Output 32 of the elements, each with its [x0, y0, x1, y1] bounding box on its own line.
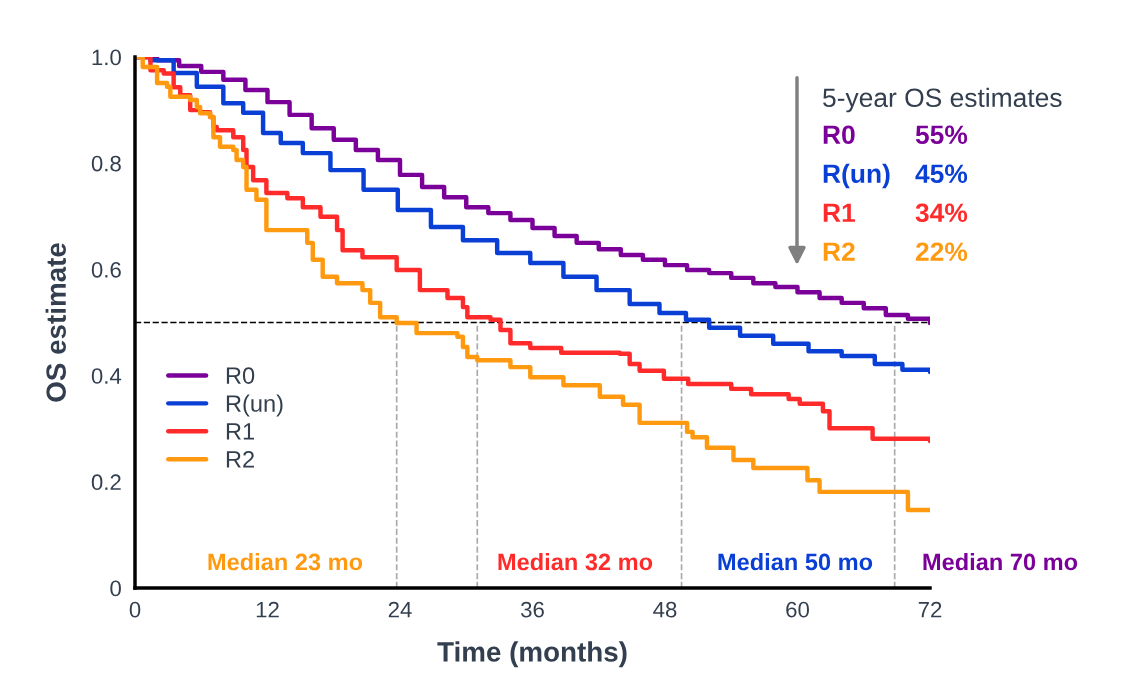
y-tick-label: 0: [110, 580, 121, 597]
x-tick-label: 24: [388, 601, 412, 618]
text: R(un): [823, 163, 890, 189]
y-tick-label: 1.0: [92, 49, 121, 66]
y-tick-label: 0.6: [91, 261, 121, 278]
annotation: Median 70 mo: [923, 552, 1078, 571]
y-tick-label: 0.8: [91, 155, 121, 172]
annotation: Median 23 mo: [208, 552, 363, 571]
x-axis-title: Time (months): [437, 641, 627, 668]
x-tick-label: 12: [256, 601, 279, 618]
annotation: 5-year OS estimates: [823, 87, 1062, 113]
legend-label: R(un): [226, 394, 283, 417]
legend-label: R0: [226, 367, 255, 384]
y-tick-label: 0.2: [91, 474, 121, 491]
y-axis-title: OS estimate: [45, 243, 66, 402]
annotation: 45%: [915, 164, 968, 184]
annotation: Median 50 mo: [718, 552, 873, 571]
legend-label: R1: [226, 423, 254, 440]
annotation: Median 32 mo: [498, 552, 653, 571]
annotation: 34%: [915, 203, 968, 223]
x-tick-label: 36: [520, 601, 544, 618]
x-tick-label: 48: [653, 601, 677, 618]
text: R2: [823, 242, 855, 261]
annotation: 55%: [915, 125, 968, 145]
legend-label: R2: [226, 450, 254, 468]
x-tick-label: 72: [918, 601, 942, 618]
x-tick-label: 0: [129, 601, 141, 618]
y-tick-label: 0.4: [91, 368, 122, 384]
x-tick-label: 60: [786, 601, 809, 618]
text: R1: [823, 203, 855, 222]
annotation: 22%: [915, 242, 968, 262]
text: R0: [823, 125, 855, 145]
